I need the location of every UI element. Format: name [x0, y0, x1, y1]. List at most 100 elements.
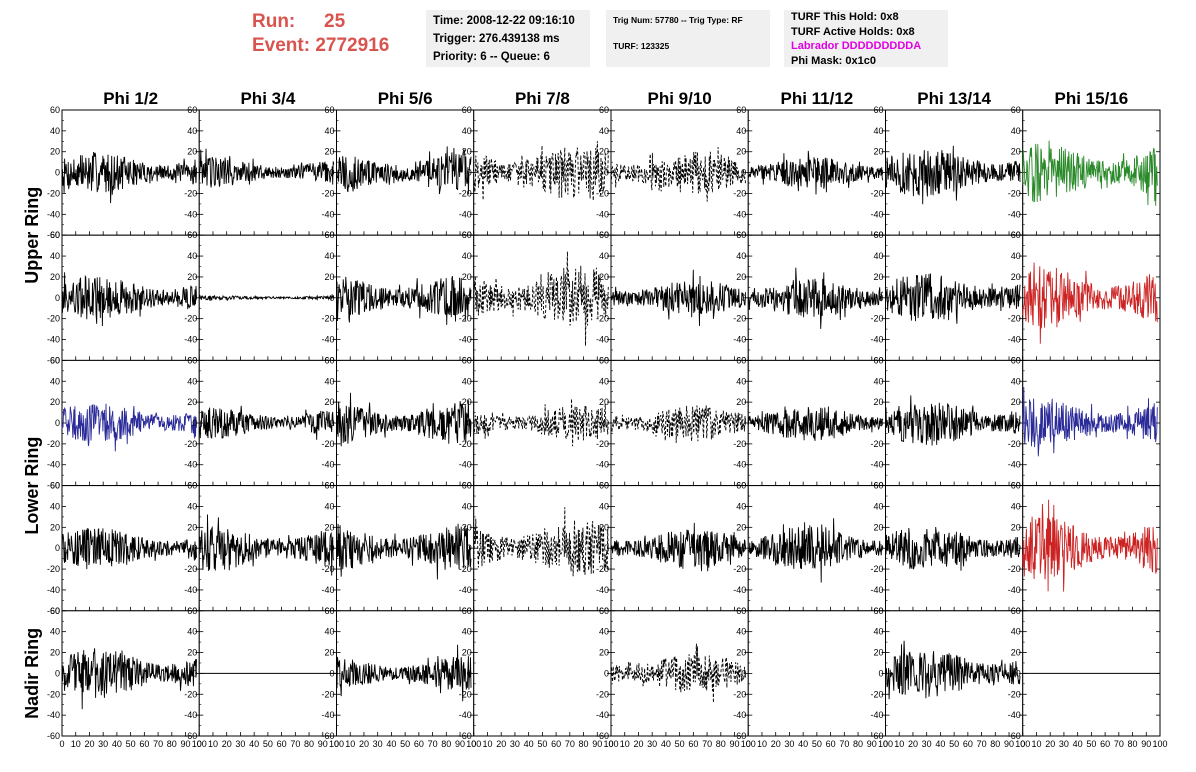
x-tick-label: 0: [334, 739, 339, 749]
y-tick-label: 60: [873, 105, 883, 115]
y-tick-label: 60: [50, 230, 60, 240]
y-tick-label: 0: [55, 168, 60, 178]
y-tick-label: -20: [459, 188, 472, 198]
y-tick-label: 20: [1011, 397, 1021, 407]
y-tick-label: -60: [733, 731, 746, 741]
y-tick-label: 40: [1011, 627, 1021, 637]
y-tick-label: 40: [50, 251, 60, 261]
waveform-trace: [61, 151, 197, 204]
x-tick-label: 0: [471, 739, 476, 749]
y-tick-label: -20: [1008, 564, 1021, 574]
x-tick-label: 10: [71, 739, 81, 749]
waveform-trace: [610, 269, 746, 327]
y-tick-label: 60: [462, 105, 472, 115]
x-tick-label: 30: [784, 739, 794, 749]
y-tick-label: -20: [870, 564, 883, 574]
y-tick-label: -60: [47, 481, 60, 491]
x-tick-label: 60: [277, 739, 287, 749]
y-tick-label: 20: [1011, 522, 1021, 532]
waveform-trace: [61, 648, 197, 710]
column-title: Phi 13/14: [917, 89, 991, 108]
y-tick-label: 40: [50, 627, 60, 637]
x-tick-label: 30: [510, 739, 520, 749]
y-tick-label: 60: [873, 481, 883, 491]
y-tick-label: 60: [736, 481, 746, 491]
waveform-trace: [885, 145, 1021, 205]
y-tick-label: -40: [459, 585, 472, 595]
x-tick-label: 40: [798, 739, 808, 749]
y-tick-label: -40: [184, 460, 197, 470]
panel-frame: [610, 234, 749, 361]
y-tick-label: 20: [1011, 147, 1021, 157]
y-tick-label: -20: [184, 188, 197, 198]
x-tick-label: 0: [59, 739, 64, 749]
waveform-trace: [336, 644, 472, 702]
x-tick-label: 40: [661, 739, 671, 749]
y-tick-label: 40: [873, 251, 883, 261]
y-tick-label: -60: [1008, 731, 1021, 741]
y-tick-label: 0: [329, 293, 334, 303]
y-tick-label: 40: [324, 126, 334, 136]
y-tick-label: -20: [184, 564, 197, 574]
y-tick-label: 20: [187, 272, 197, 282]
y-tick-label: -40: [596, 710, 609, 720]
y-tick-label: 0: [1016, 668, 1021, 678]
y-tick-label: 0: [192, 543, 197, 553]
waveform-trace: [747, 406, 884, 441]
y-tick-label: 40: [324, 376, 334, 386]
y-tick-label: -40: [1008, 209, 1021, 219]
y-tick-label: 40: [50, 126, 60, 136]
y-tick-label: 60: [873, 606, 883, 616]
y-tick-label: -40: [459, 460, 472, 470]
x-tick-label: 100: [1152, 739, 1167, 749]
time-info-box: Time: 2008-12-22 09:16:10 Trigger: 276.4…: [426, 10, 590, 67]
x-tick-label: 90: [181, 739, 191, 749]
x-tick-label: 50: [263, 739, 273, 749]
y-tick-label: 40: [462, 376, 472, 386]
y-tick-label: -40: [870, 460, 883, 470]
y-tick-label: 40: [187, 501, 197, 511]
y-tick-label: -40: [870, 710, 883, 720]
y-tick-label: 0: [55, 543, 60, 553]
waveform-trace: [473, 251, 609, 346]
y-tick-label: 60: [187, 105, 197, 115]
y-tick-label: 20: [324, 522, 334, 532]
y-tick-label: -20: [459, 689, 472, 699]
y-tick-label: 20: [187, 147, 197, 157]
x-tick-label: 80: [853, 739, 863, 749]
y-tick-label: 0: [604, 168, 609, 178]
y-tick-label: 0: [192, 168, 197, 178]
y-tick-label: -60: [321, 731, 334, 741]
y-tick-label: 20: [187, 648, 197, 658]
y-tick-label: 60: [599, 481, 609, 491]
y-tick-label: 0: [741, 668, 746, 678]
y-tick-label: -60: [47, 355, 60, 365]
waveform-trace: [198, 405, 335, 440]
y-tick-label: 0: [467, 543, 472, 553]
x-tick-label: 30: [647, 739, 657, 749]
y-tick-label: 60: [324, 105, 334, 115]
x-tick-label: 0: [197, 739, 202, 749]
x-tick-label: 50: [126, 739, 136, 749]
y-tick-label: 40: [599, 376, 609, 386]
y-tick-label: -40: [459, 710, 472, 720]
y-tick-label: 20: [873, 272, 883, 282]
y-tick-label: 40: [1011, 251, 1021, 261]
x-tick-label: 10: [208, 739, 218, 749]
y-tick-label: 40: [187, 251, 197, 261]
y-tick-label: 40: [462, 501, 472, 511]
y-tick-label: -20: [184, 439, 197, 449]
y-tick-label: -40: [733, 335, 746, 345]
waveform-trace: [610, 643, 746, 703]
waveform-trace: [1022, 499, 1158, 592]
y-tick-label: -20: [47, 188, 60, 198]
x-tick-label: 70: [290, 739, 300, 749]
y-tick-label: -40: [1008, 585, 1021, 595]
